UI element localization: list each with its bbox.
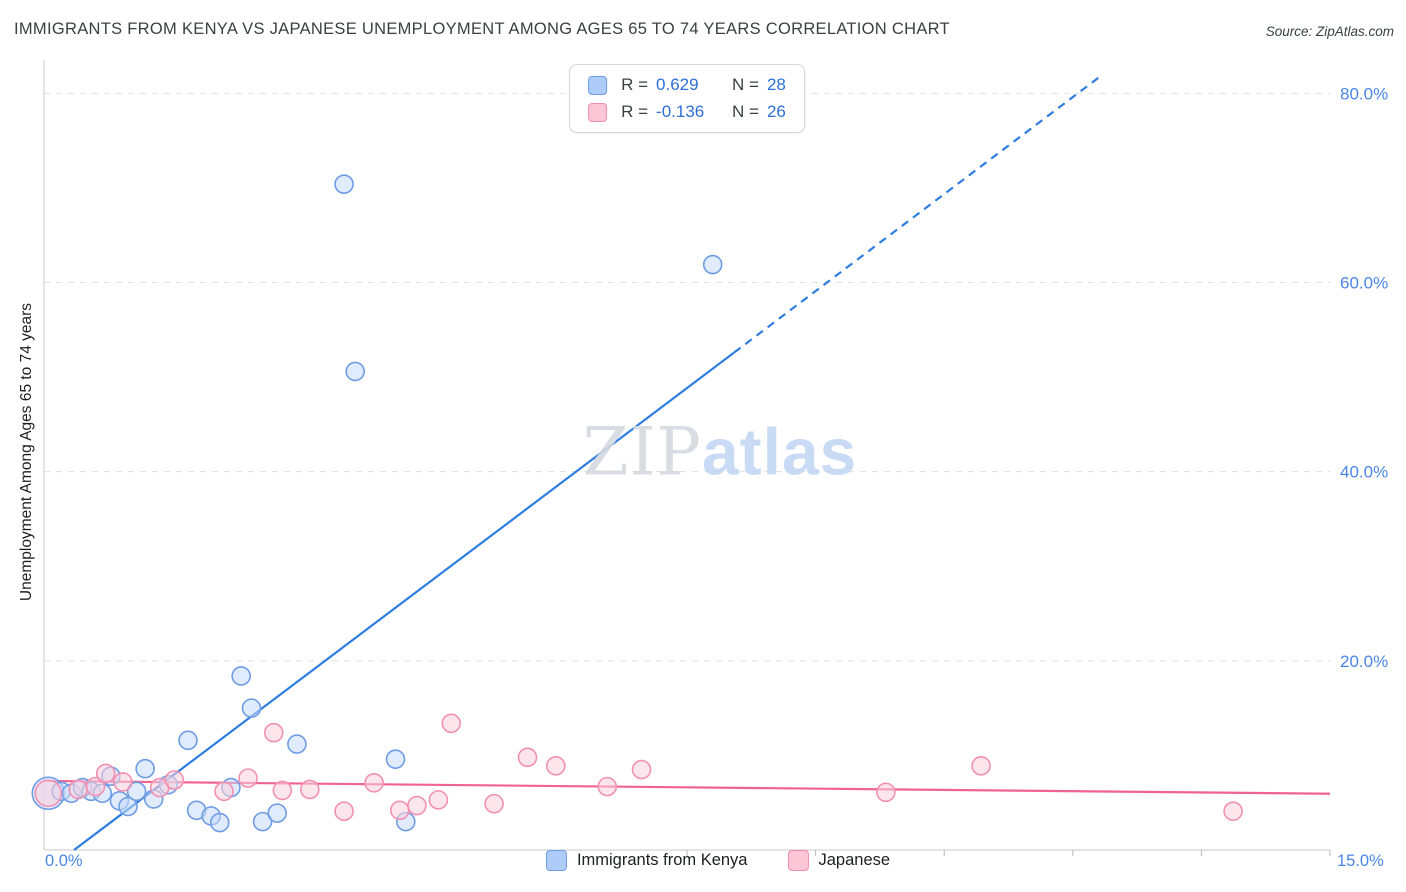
scatter-point-kenya[interactable]	[345, 361, 366, 382]
scatter-point-kenya[interactable]	[118, 796, 138, 817]
scatter-point-japanese[interactable]	[546, 756, 566, 776]
scatter-point-kenya[interactable]	[126, 781, 147, 802]
scatter-point-japanese[interactable]	[407, 795, 427, 816]
y-axis-tick-label: 20.0%	[1340, 652, 1388, 671]
scatter-point-kenya[interactable]	[241, 698, 262, 718]
scatter-point-japanese[interactable]	[364, 773, 384, 793]
r-value: 0.629	[656, 75, 699, 94]
japanese-legend-label: Japanese	[818, 851, 891, 869]
scatter-point-kenya[interactable]	[334, 174, 354, 194]
kenya-swatch-icon	[545, 850, 567, 871]
r-label: R =	[621, 75, 649, 94]
series-legend: Immigrants from Kenya Japanese	[526, 850, 910, 871]
scatter-point-japanese[interactable]	[214, 781, 234, 802]
kenya-legend-label: Immigrants from Kenya	[576, 851, 748, 869]
scatter-point-kenya[interactable]	[287, 734, 307, 754]
scatter-point-japanese[interactable]	[389, 800, 410, 821]
n-label: N =	[732, 75, 759, 94]
scatter-point-japanese[interactable]	[113, 772, 133, 792]
kenya-swatch-icon	[588, 75, 608, 95]
japanese-trend-line	[43, 779, 1331, 795]
scatter-point-kenya[interactable]	[252, 811, 273, 832]
scatter-point-japanese[interactable]	[441, 713, 462, 734]
r-label: R =	[621, 102, 649, 121]
scatter-point-japanese[interactable]	[34, 779, 63, 808]
japanese-swatch-icon	[787, 850, 809, 871]
scatter-point-japanese[interactable]	[484, 793, 504, 814]
series-legend-item-japanese: Japanese	[787, 850, 891, 871]
scatter-point-japanese[interactable]	[85, 776, 106, 797]
scatter-point-kenya[interactable]	[385, 749, 406, 770]
scatter-point-kenya[interactable]	[178, 730, 198, 751]
n-label: N =	[732, 102, 759, 121]
scatter-point-japanese[interactable]	[68, 779, 89, 800]
kenya-trend-line	[733, 73, 1104, 354]
scatter-point-japanese[interactable]	[272, 780, 293, 801]
scatter-point-japanese[interactable]	[238, 768, 258, 788]
scatter-point-japanese[interactable]	[597, 776, 618, 797]
scatter-point-kenya[interactable]	[231, 666, 251, 686]
scatter-point-kenya[interactable]	[135, 758, 155, 779]
x-axis-max-label: 15.0%	[1337, 852, 1384, 870]
r-value: -0.136	[656, 102, 705, 121]
scatter-point-japanese[interactable]	[428, 790, 449, 810]
scatter-point-kenya[interactable]	[267, 803, 287, 823]
scatter-point-japanese[interactable]	[517, 747, 538, 768]
correlation-stats-legend: R = 0.629 N = 28 R = -0.136 N = 26	[569, 64, 805, 133]
scatter-point-japanese[interactable]	[299, 779, 320, 800]
chart-title: IMMIGRANTS FROM KENYA VS JAPANESE UNEMPL…	[14, 20, 950, 38]
series-legend-item-kenya: Immigrants from Kenya	[545, 850, 748, 871]
scatter-point-japanese[interactable]	[164, 770, 185, 790]
n-value: 26	[766, 102, 786, 121]
legend-row-japanese: R = -0.136 N = 26	[588, 102, 786, 122]
y-axis-tick-label: 40.0%	[1340, 463, 1388, 482]
source-attribution: Source: ZipAtlas.com	[1265, 24, 1394, 39]
japanese-swatch-icon	[588, 102, 608, 122]
scatter-point-japanese[interactable]	[263, 722, 284, 743]
legend-row-kenya: R = 0.629 N = 28	[588, 75, 786, 95]
y-axis-tick-label: 60.0%	[1340, 274, 1388, 293]
n-value: 28	[766, 75, 786, 94]
kenya-trend-line	[73, 351, 735, 851]
x-axis-min-label: 0.0%	[45, 852, 83, 870]
y-axis-tick-label: 80.0%	[1340, 84, 1388, 103]
scatter-point-kenya[interactable]	[702, 254, 723, 275]
scatter-point-kenya[interactable]	[209, 812, 230, 833]
scatter-point-japanese[interactable]	[971, 756, 991, 776]
scatter-point-japanese[interactable]	[334, 801, 354, 822]
scatter-point-japanese[interactable]	[631, 759, 652, 780]
scatter-point-japanese[interactable]	[1223, 801, 1243, 822]
y-axis-title: Unemployment Among Ages 65 to 74 years	[18, 302, 35, 602]
scatter-point-japanese[interactable]	[95, 763, 116, 784]
scatter-point-japanese[interactable]	[876, 782, 896, 803]
